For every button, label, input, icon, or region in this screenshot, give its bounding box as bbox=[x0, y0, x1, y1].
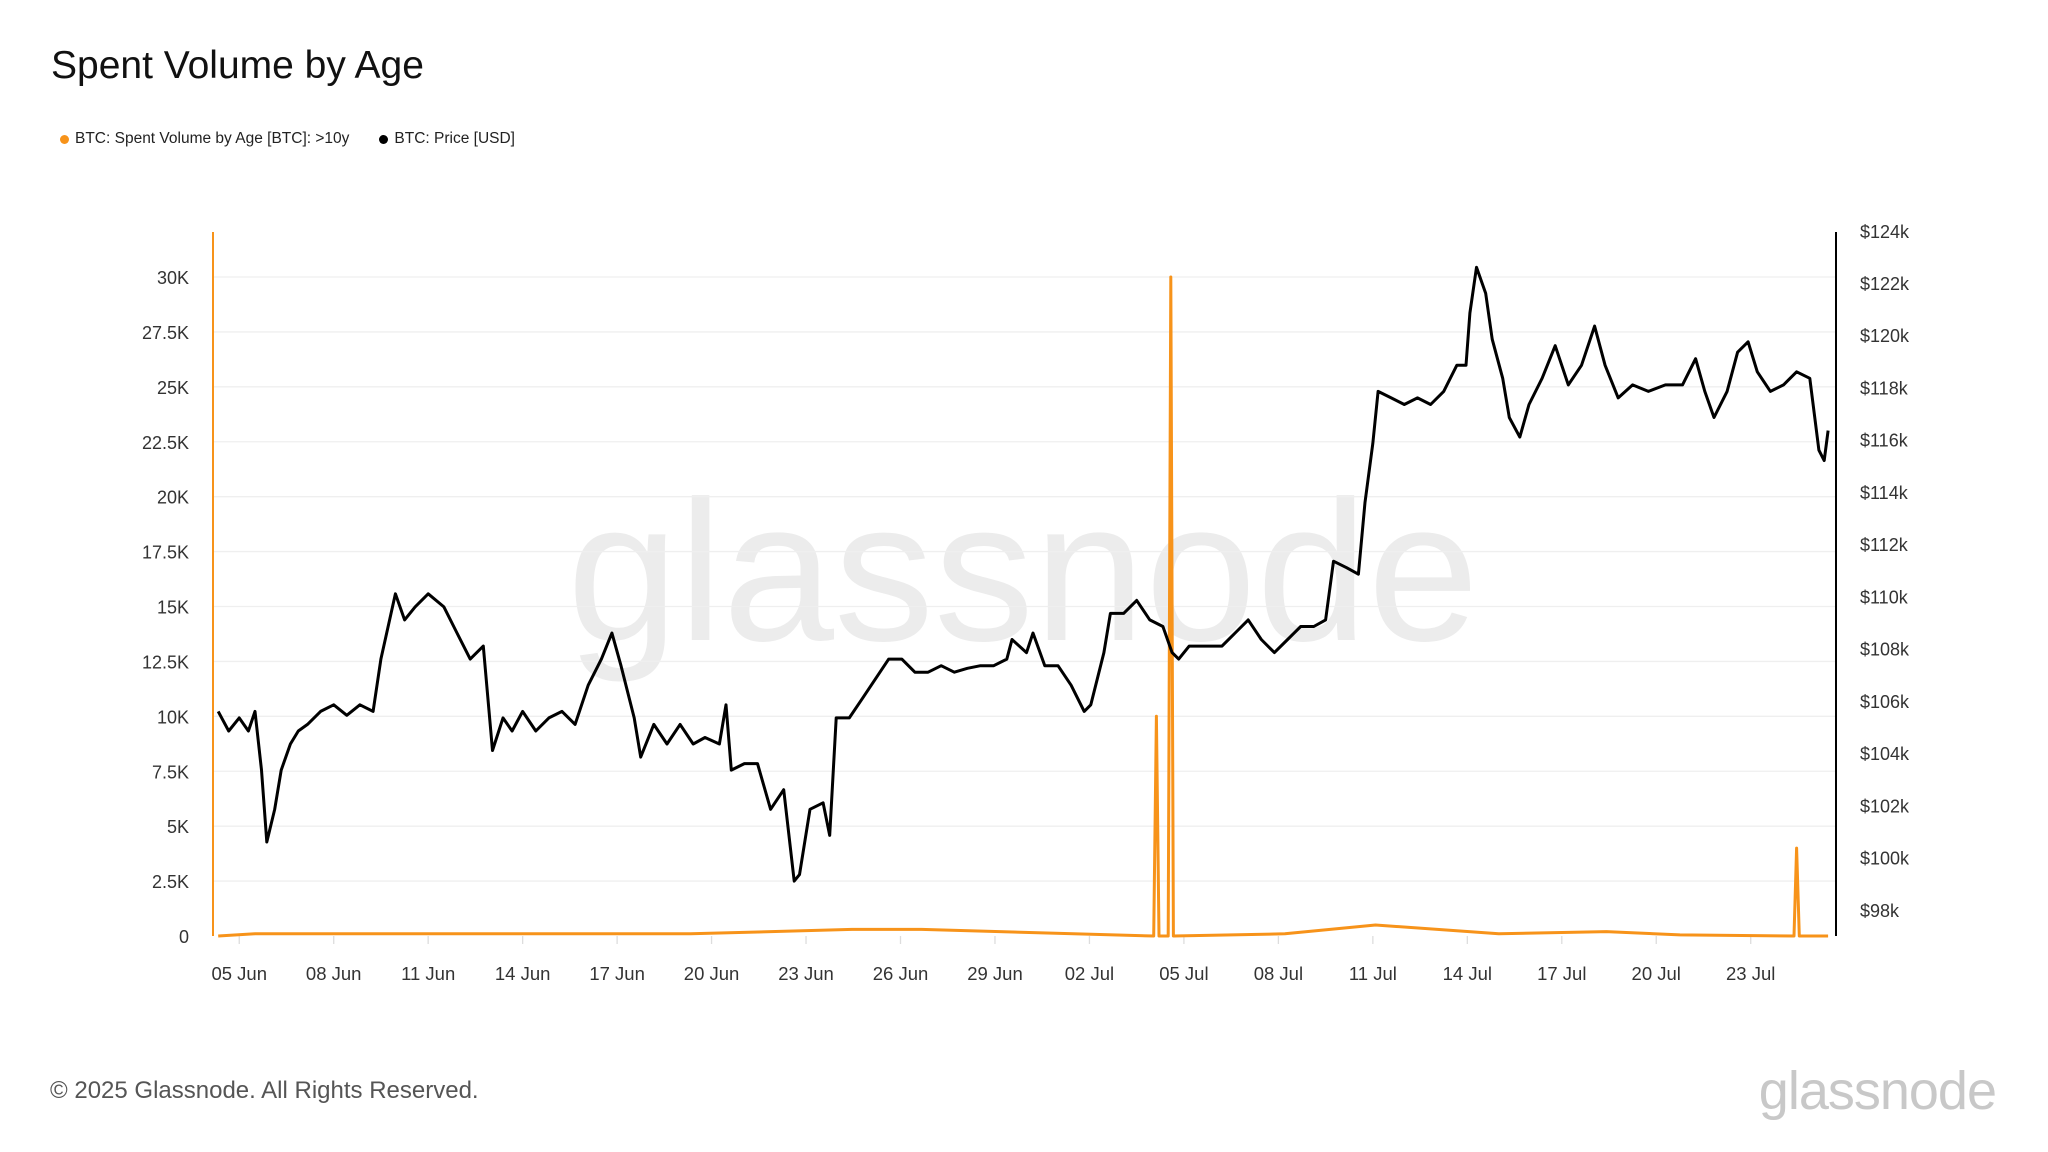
y-left-tick-label: 7.5K bbox=[152, 762, 189, 782]
y-left-tick-label: 30K bbox=[157, 268, 189, 288]
y-left-tick-label: 15K bbox=[157, 598, 189, 618]
x-tick-label: 05 Jun bbox=[211, 963, 267, 984]
y-right-tick-label: $116k bbox=[1860, 431, 1909, 451]
y-right-tick-label: $122k bbox=[1860, 274, 1910, 294]
y-right-tick-label: $108k bbox=[1860, 640, 1910, 660]
x-tick-label: 05 Jul bbox=[1159, 963, 1208, 984]
legend: BTC: Spent Volume by Age [BTC]: >10y BTC… bbox=[60, 130, 515, 148]
gridlines bbox=[213, 276, 1836, 882]
x-tick-label: 11 Jun bbox=[401, 963, 455, 984]
y-right-tick-label: $112k bbox=[1860, 535, 1909, 555]
x-tick-label: 26 Jun bbox=[873, 963, 929, 984]
y-right-tick-label: $120k bbox=[1860, 326, 1910, 346]
y-left-tick-label: 27.5K bbox=[142, 323, 189, 343]
y-right-tick-label: $118k bbox=[1860, 378, 1909, 398]
legend-label: BTC: Spent Volume by Age [BTC]: >10y bbox=[75, 130, 350, 147]
y-left-tick-label: 2.5K bbox=[152, 872, 189, 892]
legend-label: BTC: Price [USD] bbox=[394, 130, 515, 147]
x-tick-label: 14 Jul bbox=[1443, 963, 1492, 984]
y-left-tick-label: 20K bbox=[157, 488, 189, 508]
x-tick-label: 20 Jul bbox=[1632, 963, 1681, 984]
legend-item-price[interactable]: BTC: Price [USD] bbox=[379, 130, 515, 148]
x-tick-label: 02 Jul bbox=[1065, 963, 1114, 984]
x-tick-label: 08 Jul bbox=[1254, 963, 1303, 984]
y-right-tick-label: $100k bbox=[1860, 849, 1910, 869]
glassnode-logo: glassnode bbox=[1758, 1061, 1997, 1121]
x-tick-label: 17 Jul bbox=[1537, 963, 1586, 984]
copyright: © 2025 Glassnode. All Rights Reserved. bbox=[50, 1077, 479, 1104]
x-axis: 05 Jun 08 Jun 11 Jun 14 Jun 17 Jun 20 Jun 23 J… bbox=[211, 936, 1775, 984]
y-left-tick-label: 0 bbox=[179, 927, 189, 947]
legend-dot-orange-icon bbox=[60, 134, 69, 144]
x-tick-label: 23 Jul bbox=[1726, 963, 1775, 984]
x-tick-label: 29 Jun bbox=[967, 963, 1023, 984]
y-right-tick-label: $110k bbox=[1860, 587, 1909, 607]
price-line bbox=[216, 265, 1830, 883]
x-tick-label: 17 Jun bbox=[589, 963, 645, 984]
series bbox=[216, 265, 1830, 938]
left-axis: 0 2.5K 5K 7.5K 10K 12.5K 15K 17.5K 20K 22.5K 25K 27… bbox=[142, 232, 214, 947]
y-right-tick-label: $106k bbox=[1860, 692, 1910, 712]
y-right-tick-label: $114k bbox=[1860, 483, 1909, 503]
x-tick-label: 11 Jul bbox=[1349, 963, 1397, 984]
y-right-tick-label: $102k bbox=[1860, 796, 1910, 816]
x-tick-label: 23 Jun bbox=[778, 963, 834, 984]
y-right-tick-label: $98k bbox=[1860, 901, 1900, 921]
y-left-tick-label: 25K bbox=[157, 378, 189, 398]
y-right-tick-label: $124k bbox=[1860, 222, 1910, 242]
y-left-tick-label: 10K bbox=[157, 707, 189, 727]
y-left-tick-label: 12.5K bbox=[142, 652, 189, 672]
y-right-tick-label: $104k bbox=[1860, 744, 1910, 764]
right-axis: $98k $100k $102k $104k $106k $108k $110k $112k $… bbox=[1835, 222, 1910, 936]
y-left-tick-label: 5K bbox=[167, 817, 189, 837]
y-left-tick-label: 17.5K bbox=[142, 543, 189, 563]
spent-volume-line bbox=[218, 275, 1829, 938]
x-tick-label: 20 Jun bbox=[684, 963, 740, 984]
x-tick-label: 14 Jun bbox=[495, 963, 551, 984]
x-tick-label: 08 Jun bbox=[306, 963, 362, 984]
legend-item-spent-volume[interactable]: BTC: Spent Volume by Age [BTC]: >10y bbox=[60, 130, 349, 148]
y-left-tick-label: 22.5K bbox=[142, 433, 189, 453]
chart-title: Spent Volume by Age bbox=[51, 44, 424, 87]
legend-dot-black-icon bbox=[379, 134, 389, 144]
